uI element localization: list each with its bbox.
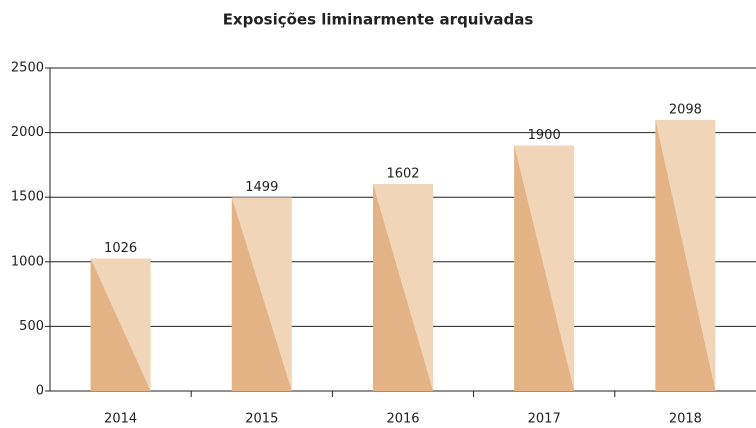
y-tick-label: 500 bbox=[19, 319, 44, 334]
y-tick-label: 1500 bbox=[11, 190, 44, 205]
x-tick-label: 2015 bbox=[245, 412, 278, 427]
bar bbox=[373, 184, 433, 391]
x-tick-label: 2018 bbox=[669, 412, 702, 427]
data-label: 1499 bbox=[245, 180, 278, 195]
y-tick-label: 2000 bbox=[11, 125, 44, 140]
data-label: 1602 bbox=[386, 167, 419, 182]
bar bbox=[90, 258, 151, 391]
y-tick-label: 2500 bbox=[11, 61, 44, 76]
data-label: 1026 bbox=[104, 241, 137, 256]
y-tick-label: 1000 bbox=[11, 254, 44, 269]
bar-shade bbox=[231, 197, 292, 391]
bar-shade bbox=[655, 119, 716, 391]
chart-title: Exposições liminarmente arquivadas bbox=[223, 11, 534, 29]
bar-shade bbox=[373, 184, 433, 391]
x-tick-label: 2016 bbox=[386, 412, 419, 427]
data-label: 1900 bbox=[528, 128, 561, 143]
bar bbox=[231, 197, 292, 391]
data-label: 2098 bbox=[669, 102, 702, 117]
y-tick-label: 0 bbox=[36, 384, 44, 399]
x-tick-label: 2014 bbox=[104, 412, 137, 427]
bar-shade bbox=[90, 258, 151, 391]
x-tick-label: 2017 bbox=[528, 412, 561, 427]
bar bbox=[514, 145, 575, 391]
bar-shade bbox=[514, 145, 575, 391]
bar bbox=[655, 119, 716, 391]
